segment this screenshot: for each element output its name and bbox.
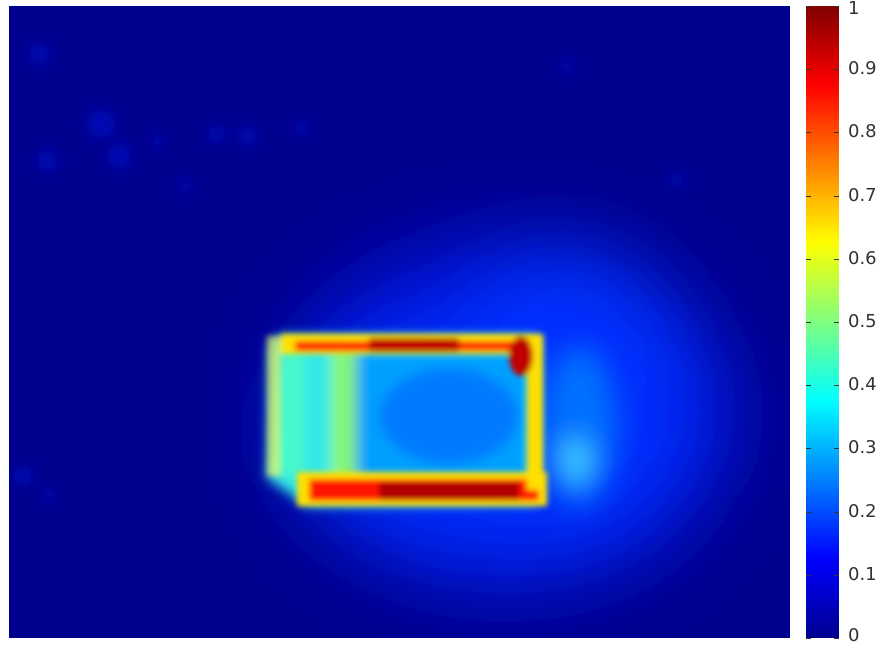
- colorbar: [806, 6, 839, 638]
- colorbar-tick-mark: [806, 512, 811, 513]
- colorbar-tick-label: 0.6: [848, 248, 877, 269]
- colorbar-tick-mark: [806, 69, 811, 70]
- colorbar-tick-mark: [834, 6, 839, 7]
- colorbar-tick-label: 0.3: [848, 437, 877, 458]
- colorbar-tick-mark: [834, 512, 839, 513]
- colorbar-tick-label: 1: [848, 0, 860, 19]
- colorbar-tick-label: 0.2: [848, 501, 877, 522]
- colorbar-tick-mark: [834, 132, 839, 133]
- colorbar-tick-mark: [806, 448, 811, 449]
- colorbar-tick-mark: [834, 575, 839, 576]
- colorbar-tick-label: 0.1: [848, 564, 877, 585]
- colorbar-tick-label: 0.7: [848, 185, 877, 206]
- colorbar-gradient: [806, 6, 839, 638]
- colorbar-tick-mark: [806, 259, 811, 260]
- colorbar-tick-mark: [806, 385, 811, 386]
- colorbar-tick-mark: [806, 6, 811, 7]
- colorbar-tick-label: 0.4: [848, 374, 877, 395]
- colorbar-tick-mark: [806, 638, 811, 639]
- colorbar-tick-mark: [834, 196, 839, 197]
- box-edges: [267, 334, 547, 506]
- colorbar-tick-label: 0.8: [848, 121, 877, 142]
- background-speckles: [14, 44, 684, 500]
- colorbar-tick-label: 0.5: [848, 311, 877, 332]
- colorbar-tick-mark: [806, 196, 811, 197]
- colorbar-tick-mark: [834, 385, 839, 386]
- colorbar-tick-mark: [834, 448, 839, 449]
- colorbar-tick-label: 0.9: [848, 58, 877, 79]
- colorbar-ticks: 0 0.1 0.2 0.3 0.4 0.5 0.6 0.7 0.8 0.9 1: [806, 0, 891, 645]
- colorbar-tick-mark: [834, 322, 839, 323]
- colorbar-tick-mark: [806, 322, 811, 323]
- heatmap-plot: [9, 6, 790, 638]
- colorbar-tick-mark: [806, 132, 811, 133]
- colorbar-tick-mark: [834, 69, 839, 70]
- colorbar-tick-label: 0: [848, 625, 860, 646]
- right-bright-spot: [541, 346, 617, 506]
- colorbar-tick-mark: [834, 638, 839, 639]
- colorbar-tick-mark: [834, 259, 839, 260]
- colorbar-tick-mark: [806, 575, 811, 576]
